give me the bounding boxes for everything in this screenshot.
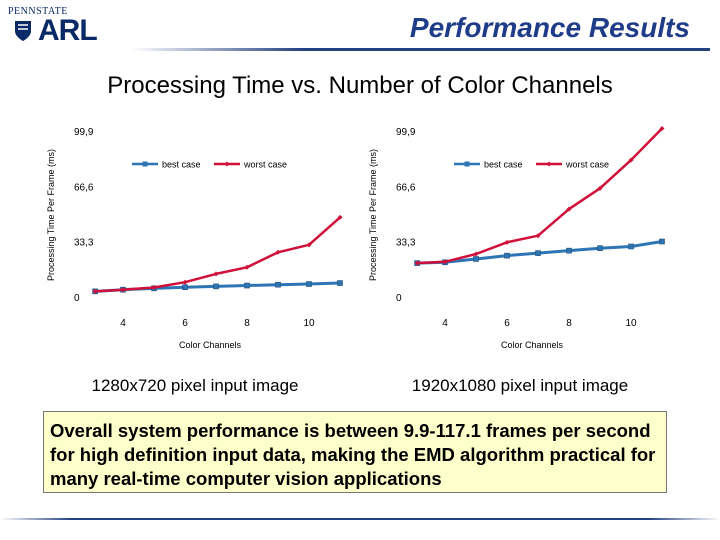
data-point-best-case: [566, 247, 572, 254]
y-tick-label: 0: [396, 293, 402, 304]
legend-marker-worst-case: [224, 161, 230, 167]
x-tick-label: 10: [625, 318, 637, 329]
x-tick-label: 6: [182, 318, 188, 329]
data-point-worst-case: [414, 260, 420, 266]
y-tick-label: 33,3: [74, 238, 94, 249]
page-title: Performance Results: [409, 12, 690, 43]
data-point-best-case: [213, 283, 219, 290]
legend-label-worst-case: worst case: [565, 160, 609, 170]
data-point-worst-case: [244, 264, 250, 270]
data-point-worst-case: [151, 285, 157, 291]
data-point-best-case: [628, 243, 634, 250]
data-point-worst-case: [275, 249, 281, 255]
series-line-worst-case: [95, 216, 341, 293]
y-tick-label: 99,9: [74, 127, 94, 138]
data-point-best-case: [504, 252, 510, 259]
data-point-worst-case: [120, 287, 126, 293]
series-line-worst-case: [417, 127, 663, 265]
data-point-worst-case: [659, 126, 665, 132]
data-point-worst-case: [182, 279, 188, 285]
y-tick-label: 66,6: [74, 182, 94, 193]
legend-marker-worst-case: [546, 161, 552, 167]
penn-state-arl-logo: PENNSTATE ARL: [8, 6, 128, 46]
data-point-worst-case: [628, 157, 634, 163]
y-tick-label: 66,6: [396, 182, 416, 193]
x-tick-label: 4: [120, 318, 126, 329]
data-point-best-case: [597, 245, 603, 251]
data-point-best-case: [659, 238, 665, 245]
data-point-worst-case: [92, 288, 98, 294]
logo-lab-text: ARL: [38, 14, 98, 47]
chart-1280x720: Processing Time Per Frame (ms) 0 33,3 66,6 9…: [46, 127, 343, 350]
summary-box: Overall system performance is between 9.…: [43, 411, 667, 493]
legend-label-worst-case: worst case: [243, 160, 287, 170]
data-point-worst-case: [473, 251, 479, 257]
data-point-best-case: [473, 256, 479, 262]
footer-divider: [0, 518, 720, 520]
logo-university-text: PENNSTATE: [8, 6, 68, 17]
data-point-best-case: [182, 284, 188, 290]
y-tick-label: 0: [74, 293, 80, 304]
data-point-worst-case: [535, 233, 541, 239]
chart-1920x1080: Processing Time Per Frame (ms) 0 33,3 66,6 9…: [368, 126, 665, 350]
data-point-worst-case: [442, 259, 448, 265]
data-point-best-case: [244, 282, 250, 289]
data-point-worst-case: [306, 242, 312, 248]
data-point-best-case: [535, 250, 541, 256]
chart-caption-1920x1080: 1920x1080 pixel input image: [411, 376, 629, 395]
chart-caption-1280x720: 1280x720 pixel input image: [91, 376, 299, 395]
data-point-best-case: [275, 281, 281, 288]
data-point-worst-case: [566, 206, 572, 212]
data-point-worst-case: [504, 239, 510, 245]
legend-marker-best-case: [464, 161, 470, 167]
x-tick-label: 8: [566, 318, 572, 329]
y-tick-label: 33,3: [396, 238, 416, 249]
legend-marker-best-case: [142, 161, 148, 167]
data-point-best-case: [337, 280, 343, 286]
legend-label-best-case: best case: [162, 160, 201, 170]
shield-icon: [15, 21, 31, 41]
legend-label-best-case: best case: [484, 160, 523, 170]
y-axis-label: Processing Time Per Frame (ms): [46, 149, 56, 281]
x-axis-label: Color Channels: [501, 340, 564, 350]
x-axis-label: Color Channels: [179, 340, 242, 350]
data-point-worst-case: [597, 185, 603, 191]
data-point-worst-case: [213, 271, 219, 277]
data-point-worst-case: [337, 214, 343, 220]
header-divider: [130, 48, 710, 51]
y-axis-label: Processing Time Per Frame (ms): [368, 149, 378, 281]
data-point-best-case: [306, 281, 312, 287]
slide-heading: Processing Time vs. Number of Color Chan…: [107, 72, 613, 99]
x-tick-label: 4: [442, 318, 448, 329]
x-tick-label: 6: [504, 318, 510, 329]
y-tick-label: 99,9: [396, 127, 416, 138]
x-tick-label: 10: [303, 318, 315, 329]
x-tick-label: 8: [244, 318, 250, 329]
